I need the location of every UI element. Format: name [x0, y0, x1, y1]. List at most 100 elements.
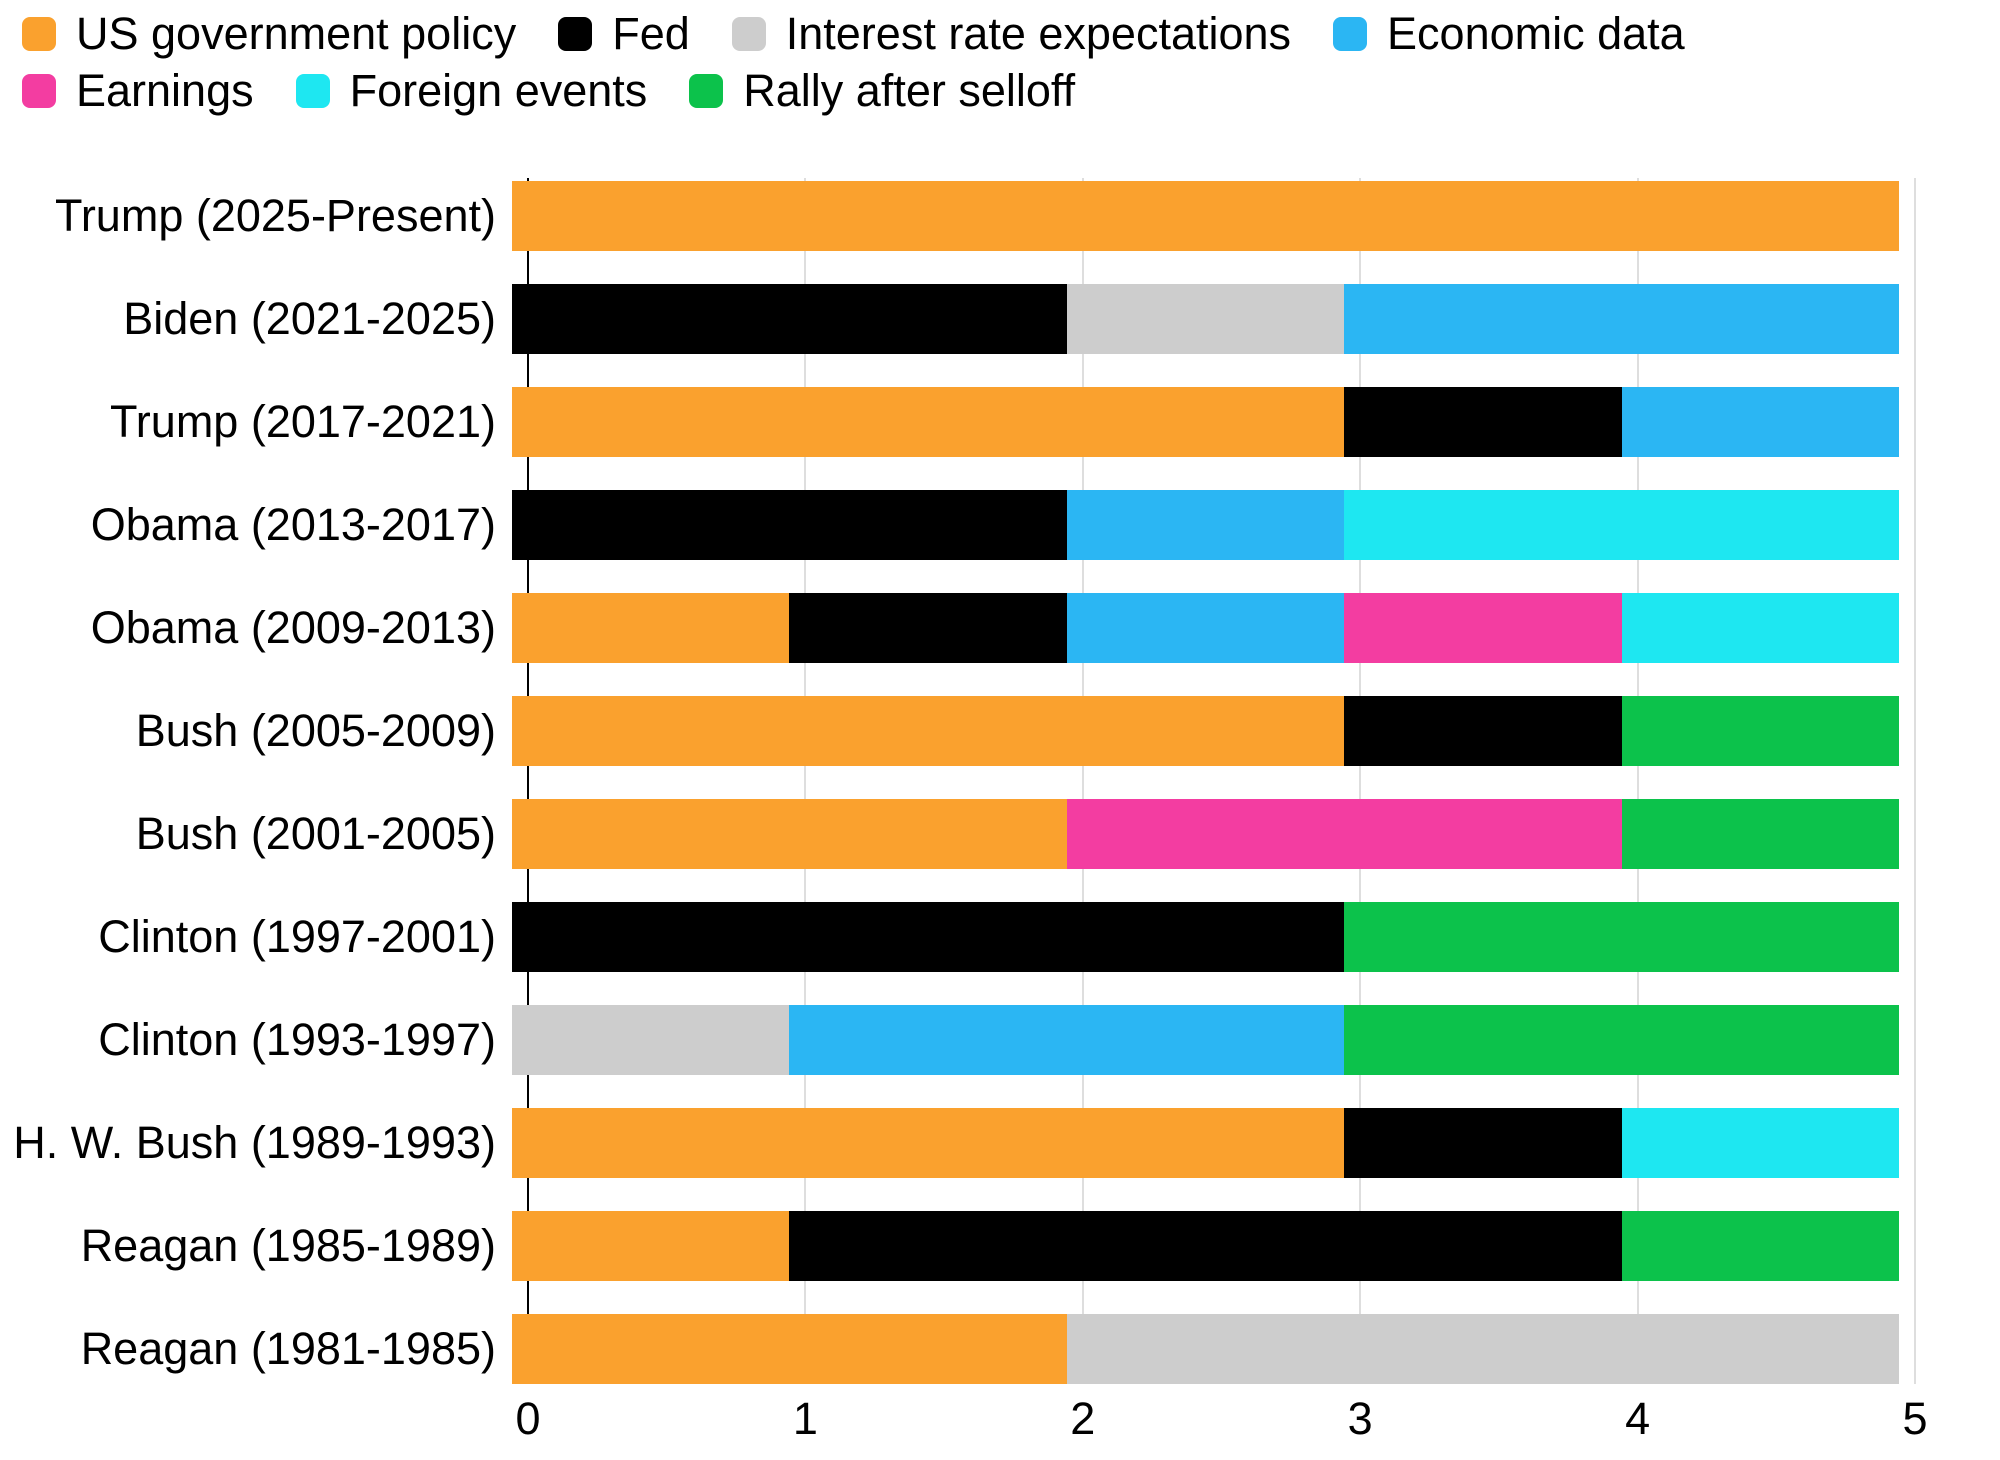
- category-label: Reagan (1981-1985): [80, 1322, 496, 1374]
- legend-label: Rally after selloff: [743, 64, 1076, 116]
- bar-segment-us-government-policy: [512, 696, 1345, 767]
- category-label: Clinton (1997-2001): [98, 910, 496, 962]
- bar-row: Reagan (1985-1989): [0, 1194, 1915, 1297]
- category-label: Clinton (1993-1997): [98, 1013, 496, 1065]
- legend-item-earnings: Earnings: [22, 64, 254, 116]
- category-label: Trump (2025-Present): [55, 190, 496, 242]
- bar-segment-foreign-events: [1621, 1107, 1899, 1178]
- bar-segment-economic-data: [1066, 490, 1345, 561]
- legend-label: Interest rate expectations: [785, 8, 1292, 59]
- legend-item-us-government-policy: US government policy: [22, 8, 517, 59]
- bar-track: [512, 1004, 1899, 1075]
- bar-segment-interest-rate-expectations: [1066, 1313, 1899, 1384]
- bar-track: [512, 593, 1899, 664]
- bar-segment-fed: [1344, 1107, 1622, 1178]
- bar-row: Bush (2005-2009): [0, 680, 1915, 783]
- bar-segment-rally-after-selloff: [1621, 696, 1899, 767]
- bar-segment-us-government-policy: [512, 387, 1345, 458]
- bar-segment-earnings: [1344, 593, 1622, 664]
- bar-segment-us-government-policy: [512, 798, 1067, 869]
- legend-swatch-icon-economic-data: [1333, 17, 1368, 52]
- legend-swatch-icon-rally-after-selloff: [689, 73, 724, 108]
- bar-segment-fed: [789, 1210, 1622, 1281]
- bar-track: [512, 181, 1899, 252]
- bar-row: H. W. Bush (1989-1993): [0, 1091, 1915, 1194]
- legend-swatch-icon-earnings: [22, 73, 56, 108]
- bar-segment-fed: [512, 490, 1067, 561]
- legend-item-foreign-events: Foreign events: [295, 66, 647, 116]
- category-label: Obama (2013-2017): [90, 499, 496, 551]
- bar-segment-fed: [789, 593, 1067, 664]
- bar-segment-rally-after-selloff: [1621, 798, 1899, 869]
- bar-segment-earnings: [1066, 798, 1622, 869]
- y-axis-line: [527, 178, 529, 1384]
- x-tick-label: 0: [515, 1393, 541, 1444]
- bar-segment-rally-after-selloff: [1621, 1210, 1899, 1281]
- bar-rows: Trump (2025-Present) Biden (2021-2025) Tru…: [0, 165, 1915, 1400]
- bar-row: Bush (2001-2005): [0, 783, 1915, 886]
- legend-swatch-icon-interest-rate-expectations: [731, 17, 766, 52]
- bar-segment-us-government-policy: [512, 181, 1899, 252]
- category-label: Obama (2009-2013): [90, 602, 496, 654]
- legend-label: Earnings: [76, 64, 254, 116]
- legend-item-fed: Fed: [558, 8, 690, 59]
- plot-grid: [527, 178, 1916, 1384]
- legend-label: Fed: [612, 8, 690, 59]
- bar-track: [512, 1107, 1899, 1178]
- gridline: [1359, 178, 1362, 1384]
- gridline: [1914, 178, 1916, 1384]
- legend-swatch-icon-fed: [558, 17, 593, 52]
- category-label: Trump (2017-2021): [109, 396, 496, 448]
- bar-segment-economic-data: [1621, 387, 1899, 458]
- category-label: Bush (2005-2009): [135, 705, 496, 757]
- bar-track: [512, 1313, 1899, 1384]
- bar-segment-fed: [1344, 387, 1622, 458]
- x-tick-label: 5: [1902, 1393, 1928, 1444]
- bar-track: [512, 284, 1899, 355]
- bar-row: Obama (2009-2013): [0, 577, 1915, 680]
- bar-segment-us-government-policy: [512, 1107, 1345, 1178]
- bar-track: [512, 696, 1899, 767]
- bar-segment-fed: [512, 284, 1067, 355]
- bar-segment-foreign-events: [1344, 490, 1899, 561]
- x-axis: 0 1 2 3 4 5: [515, 1393, 1927, 1448]
- bar-segment-economic-data: [1344, 284, 1899, 355]
- gridline: [1081, 178, 1084, 1384]
- bar-row: Clinton (1993-1997): [0, 988, 1915, 1091]
- bar-row: Clinton (1997-2001): [0, 885, 1915, 988]
- legend-label: Economic data: [1387, 8, 1685, 59]
- bar-track: [512, 901, 1899, 972]
- bar-track: [512, 1210, 1899, 1281]
- bar-track: [512, 798, 1899, 869]
- bar-segment-foreign-events: [1621, 593, 1899, 664]
- x-tick-label: 3: [1347, 1393, 1373, 1444]
- bar-track: [512, 490, 1899, 561]
- category-label: Bush (2001-2005): [135, 807, 496, 859]
- category-label: Reagan (1985-1989): [80, 1219, 496, 1271]
- x-tick-label: 2: [1070, 1393, 1096, 1444]
- bar-segment-us-government-policy: [512, 1210, 790, 1281]
- x-tick-label: 1: [792, 1393, 818, 1444]
- legend-label: US government policy: [76, 8, 517, 59]
- bar-segment-economic-data: [789, 1004, 1345, 1075]
- bar-row: Obama (2013-2017): [0, 474, 1915, 577]
- bar-segment-economic-data: [1066, 593, 1345, 664]
- bar-segment-interest-rate-expectations: [1066, 284, 1345, 355]
- legend-item-interest-rate-expectations: Interest rate expectations: [731, 8, 1292, 59]
- chart-legend: US government policy Fed Interest rate exp…: [22, 8, 1882, 116]
- legend-swatch-icon-us-government-policy: [22, 17, 56, 52]
- bar-row: Trump (2025-Present): [0, 165, 1915, 268]
- bar-segment-us-government-policy: [512, 593, 790, 664]
- bar-segment-us-government-policy: [512, 1313, 1067, 1384]
- bar-row: Trump (2017-2021): [0, 371, 1915, 474]
- bar-segment-rally-after-selloff: [1344, 901, 1899, 972]
- legend-swatch-icon-foreign-events: [295, 73, 330, 108]
- gridline: [804, 178, 807, 1384]
- bar-segment-rally-after-selloff: [1344, 1004, 1899, 1075]
- bar-row: Reagan (1981-1985): [0, 1297, 1915, 1400]
- x-tick-label: 4: [1625, 1393, 1651, 1444]
- bar-segment-fed: [512, 901, 1345, 972]
- gridline: [1636, 178, 1639, 1384]
- bar-row: Biden (2021-2025): [0, 268, 1915, 371]
